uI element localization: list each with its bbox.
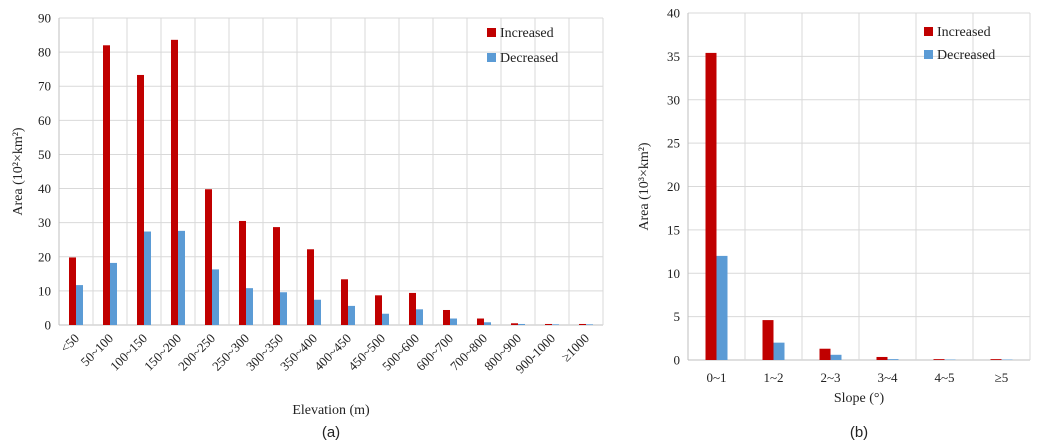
x-tick-label: 200~250 — [175, 331, 218, 374]
chart-elevation: 0102030405060708090<5050~100100~150150~2… — [11, 11, 604, 441]
bar-decreased — [348, 305, 355, 325]
y-tick-label: 90 — [38, 11, 51, 26]
bar-increased — [375, 295, 382, 325]
bar-decreased — [280, 292, 287, 325]
bar-decreased — [773, 342, 785, 360]
legend-swatch — [924, 50, 933, 59]
y-tick-label: 0 — [674, 353, 681, 368]
bar-increased — [990, 359, 1002, 360]
x-tick-label: 350~400 — [277, 331, 320, 374]
y-tick-label: 10 — [38, 283, 51, 298]
x-tick-label: 3~4 — [877, 370, 898, 385]
bar-increased — [341, 279, 348, 325]
x-tick-label: 400~450 — [311, 331, 354, 374]
x-tick-label: 0~1 — [706, 370, 726, 385]
bar-increased — [933, 359, 945, 360]
bar-increased — [705, 52, 717, 360]
legend-swatch — [487, 53, 496, 62]
bar-increased — [137, 74, 144, 326]
y-tick-label: 25 — [667, 136, 680, 151]
legend-label: Decreased — [500, 51, 558, 66]
bar-increased — [409, 292, 416, 325]
x-tick-label: 500~600 — [379, 331, 422, 374]
panel-label: (a) — [322, 424, 340, 441]
bar-increased — [579, 323, 586, 325]
x-tick-label: 2~3 — [820, 370, 840, 385]
legend-swatch — [924, 27, 933, 36]
y-axis-label: Area (10³×km²) — [637, 142, 652, 231]
bar-decreased — [212, 269, 219, 325]
bar-decreased — [887, 359, 899, 360]
bar-increased — [103, 45, 110, 326]
bar-decreased — [830, 354, 842, 360]
bar-increased — [205, 189, 212, 325]
bar-increased — [819, 348, 831, 360]
bar-decreased — [178, 230, 185, 325]
y-axis-label: Area (10²×km²) — [11, 127, 26, 216]
y-tick-label: 20 — [667, 179, 680, 194]
bar-decreased — [586, 324, 593, 325]
bar-decreased — [144, 231, 151, 325]
x-axis-label: Slope (°) — [834, 391, 885, 406]
bar-decreased — [450, 318, 457, 325]
x-tick-label: 700~800 — [447, 331, 490, 374]
x-tick-label: 300~350 — [243, 331, 286, 374]
x-tick-label: ≥5 — [995, 370, 1009, 385]
bar-decreased — [484, 322, 491, 325]
bar-increased — [762, 320, 774, 360]
legend-label: Increased — [500, 26, 554, 41]
legend-swatch — [487, 28, 496, 37]
bar-decreased — [416, 309, 423, 325]
y-tick-label: 20 — [38, 249, 51, 264]
bar-decreased — [382, 313, 389, 325]
bar-increased — [239, 220, 246, 325]
bar-increased — [307, 249, 314, 325]
bar-decreased — [110, 262, 117, 325]
panel-label: (b) — [850, 424, 868, 441]
y-tick-label: 70 — [38, 79, 51, 94]
x-tick-label: 100~150 — [107, 331, 150, 374]
y-tick-label: 35 — [667, 49, 680, 64]
bar-increased — [273, 227, 280, 325]
y-tick-label: 30 — [38, 215, 51, 230]
x-tick-label: 1~2 — [763, 370, 783, 385]
x-tick-label: <50 — [57, 331, 82, 356]
legend-label: Increased — [937, 25, 991, 40]
legend-label: Decreased — [937, 48, 995, 63]
bar-decreased — [518, 323, 525, 325]
y-tick-label: 0 — [45, 318, 52, 333]
y-tick-label: 5 — [674, 309, 681, 324]
y-tick-label: 10 — [667, 266, 680, 281]
y-tick-label: 40 — [38, 181, 51, 196]
y-tick-label: 80 — [38, 45, 51, 60]
bar-increased — [477, 318, 484, 325]
y-tick-label: 30 — [667, 92, 680, 107]
x-tick-label: 600~700 — [413, 331, 456, 374]
y-tick-label: 60 — [38, 113, 51, 128]
bar-increased — [876, 356, 888, 360]
bar-decreased — [552, 324, 559, 325]
bar-decreased — [314, 299, 321, 325]
bar-increased — [511, 323, 518, 325]
bar-decreased — [716, 255, 728, 360]
bar-increased — [69, 257, 76, 325]
x-axis-label: Elevation (m) — [292, 403, 370, 418]
bar-decreased — [246, 288, 253, 325]
x-tick-label: 150~200 — [141, 331, 184, 374]
bar-increased — [545, 323, 552, 325]
x-tick-label: 4~5 — [934, 370, 954, 385]
x-tick-label: ≥1000 — [558, 331, 592, 365]
bar-increased — [171, 39, 178, 325]
x-tick-label: 250~300 — [209, 331, 252, 374]
y-tick-label: 50 — [38, 147, 51, 162]
y-tick-label: 15 — [667, 222, 680, 237]
bar-increased — [443, 309, 450, 325]
chart-slope: 0 5 10 15 20 25 30 35 40 0~1 1~2 2~3 3~4 4~5 ≥5 Area (1… — [637, 6, 1031, 441]
x-tick-label: 450~500 — [345, 331, 388, 374]
y-tick-label: 40 — [667, 6, 680, 21]
bar-decreased — [76, 285, 83, 325]
